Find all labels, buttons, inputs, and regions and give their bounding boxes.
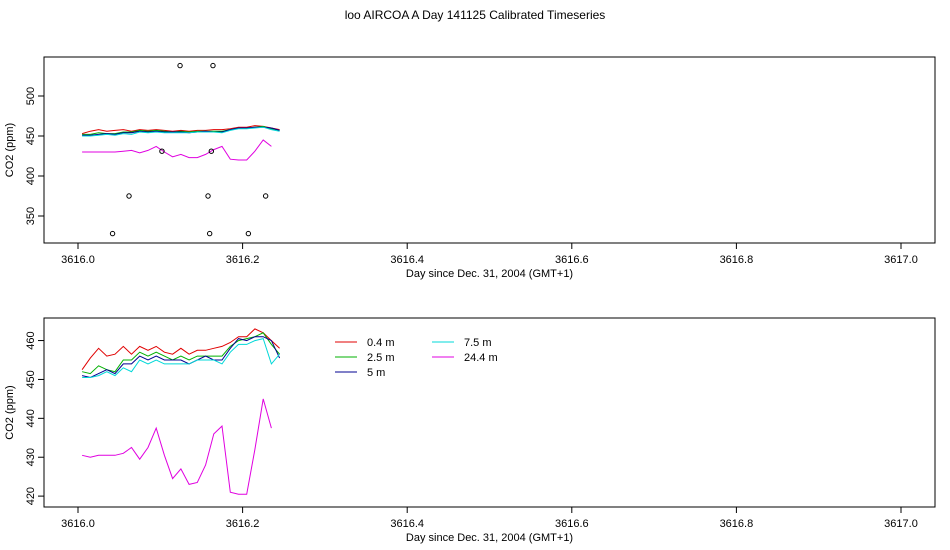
y-tick-label: 500 [25,87,37,105]
plot-frame [43,56,936,244]
bottom-panel: 3616.0 3616.2 3616.4 3616.6 3616.8 3617.0 420 4… [4,317,936,544]
x-tick-label: 3616.0 [61,518,95,530]
y-tick-label: 450 [25,127,37,145]
series-line [82,338,280,378]
y-axis-label: CO2 (ppm) [4,385,16,439]
series-line [81,336,281,379]
y-tick-label: 350 [25,207,37,225]
y-tick-label: 450 [25,370,37,388]
x-tick-label: 3616.2 [226,518,260,530]
x-tick-label: 3616.6 [555,518,589,530]
data-point [206,230,213,237]
legend-label: 0.4 m [367,337,395,349]
x-tick-label: 3617.0 [884,254,918,266]
data-point [177,62,183,69]
series-line [81,125,280,135]
data-point [205,193,211,199]
x-tick-label: 3617.0 [884,518,918,530]
series-line [82,126,280,137]
data-point [159,148,165,154]
data-point [262,193,269,199]
data-point [109,230,116,237]
top-panel: 3616.0 3616.2 3616.4 3616.6 3616.8 3617.0 350 4… [4,56,936,280]
series-line [81,328,280,370]
y-axis-label: CO2 (ppm) [4,123,16,177]
data-point [210,62,216,69]
series-line [82,126,280,136]
y-tick-label: 400 [25,167,37,185]
data-point [126,193,132,199]
data-point [208,148,215,154]
series-line [82,139,272,161]
series-line [81,332,280,375]
plot-frame [43,317,936,508]
legend-label: 2.5 m [367,352,395,364]
x-axis-label: Day since Dec. 31, 2004 (GMT+1) [406,532,573,544]
series-line [81,398,272,495]
y-tick-label: 460 [25,331,37,349]
x-tick-label: 3616.8 [720,518,754,530]
legend-label: 24.4 m [464,352,498,364]
x-tick-label: 3616.4 [390,254,424,266]
legend-label: 7.5 m [464,337,492,349]
y-tick-label: 440 [25,409,37,427]
page-title: loo AIRCOA A Day 141125 Calibrated Times… [344,8,606,22]
y-tick-label: 420 [25,487,37,505]
x-tick-label: 3616.8 [720,254,754,266]
x-tick-label: 3616.2 [226,254,260,266]
legend-label: 5 m [367,367,385,379]
x-tick-label: 3616.0 [61,254,95,266]
x-axis-label: Day since Dec. 31, 2004 (GMT+1) [406,268,573,280]
y-tick-label: 430 [25,448,37,466]
x-tick-label: 3616.6 [555,254,589,266]
data-point [245,230,252,237]
x-tick-label: 3616.4 [390,518,424,530]
